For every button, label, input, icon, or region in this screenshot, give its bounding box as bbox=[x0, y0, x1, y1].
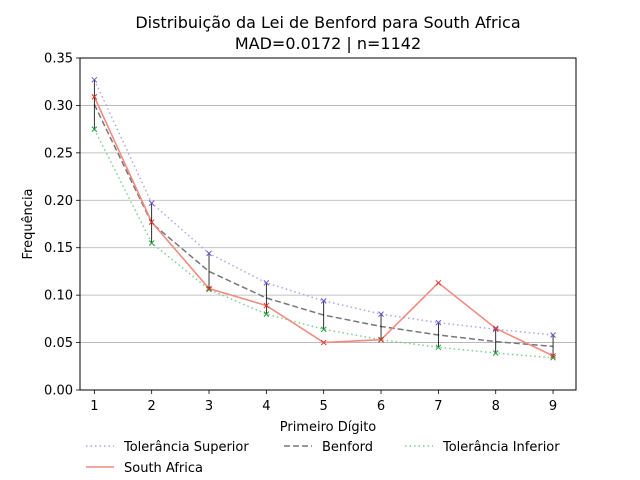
data-point bbox=[263, 311, 270, 317]
y-tick-label: 0.15 bbox=[44, 241, 73, 256]
y-axis: 0.00 0.05 0.10 0.15 0.20 0.25 0.30 0.35 bbox=[44, 52, 80, 399]
y-tick-label: 0.25 bbox=[44, 146, 73, 161]
y-tick-label: 0.10 bbox=[44, 289, 73, 304]
data-point bbox=[435, 319, 442, 326]
x-tick-label: 9 bbox=[549, 399, 557, 414]
legend: Tolerância Superior Benford Tolerância Inf… bbox=[86, 440, 560, 476]
y-tick-label: 0.05 bbox=[44, 336, 73, 351]
y-tick-label: 0.20 bbox=[44, 194, 73, 209]
data-point bbox=[492, 326, 499, 333]
data-point bbox=[206, 285, 212, 292]
data-point bbox=[263, 279, 270, 286]
x-tick-label: 6 bbox=[377, 399, 385, 414]
chart-title-line1: Distribuição da Lei de Benford para Sout… bbox=[135, 13, 520, 32]
data-point bbox=[91, 126, 98, 132]
x-tick-label: 1 bbox=[90, 399, 98, 414]
x-tick-label: 3 bbox=[205, 399, 213, 414]
legend-label: Tolerância Inferior bbox=[442, 440, 560, 455]
x-axis: 1 2 3 4 5 6 7 8 9 bbox=[90, 390, 557, 414]
data-point bbox=[550, 354, 556, 361]
error-bars bbox=[93, 79, 554, 358]
plot-frame bbox=[79, 57, 577, 391]
data-point bbox=[206, 250, 212, 257]
data-point bbox=[492, 325, 499, 332]
x-tick-label: 5 bbox=[320, 399, 328, 414]
data-point bbox=[378, 311, 384, 317]
data-point bbox=[148, 200, 155, 206]
legend-label: Benford bbox=[322, 440, 373, 455]
x-axis-label: Primeiro Dígito bbox=[280, 420, 377, 435]
x-tick-label: 8 bbox=[492, 399, 500, 414]
data-point bbox=[550, 352, 556, 359]
data-point bbox=[320, 326, 327, 333]
series-line-toler-ncia-superior bbox=[93, 79, 554, 336]
data-point bbox=[435, 344, 442, 351]
data-point bbox=[263, 302, 270, 309]
y-tick-label: 0.00 bbox=[44, 384, 73, 399]
data-point bbox=[320, 297, 327, 304]
legend-label: South Africa bbox=[124, 461, 203, 476]
data-point bbox=[148, 219, 155, 225]
data-point bbox=[320, 339, 327, 346]
chart-title-line2: MAD=0.0172 | n=1142 bbox=[235, 34, 421, 53]
markers bbox=[91, 76, 556, 361]
data-point bbox=[435, 279, 442, 286]
legend-label: Tolerância Superior bbox=[123, 440, 249, 455]
x-tick-label: 4 bbox=[262, 399, 270, 414]
x-tick-label: 2 bbox=[148, 399, 156, 414]
data-point bbox=[492, 350, 499, 356]
grid bbox=[80, 57, 576, 391]
y-tick-label: 0.35 bbox=[44, 52, 73, 67]
data-point bbox=[206, 286, 212, 293]
data-point bbox=[378, 336, 384, 343]
y-tick-label: 0.30 bbox=[44, 99, 73, 114]
y-axis-label: Frequência bbox=[21, 188, 36, 259]
data-point bbox=[550, 332, 556, 338]
data-point bbox=[91, 76, 98, 83]
data-point bbox=[148, 240, 155, 246]
x-tick-label: 7 bbox=[434, 399, 442, 414]
series-line-toler-ncia-inferior bbox=[93, 128, 554, 359]
data-point bbox=[91, 94, 98, 100]
